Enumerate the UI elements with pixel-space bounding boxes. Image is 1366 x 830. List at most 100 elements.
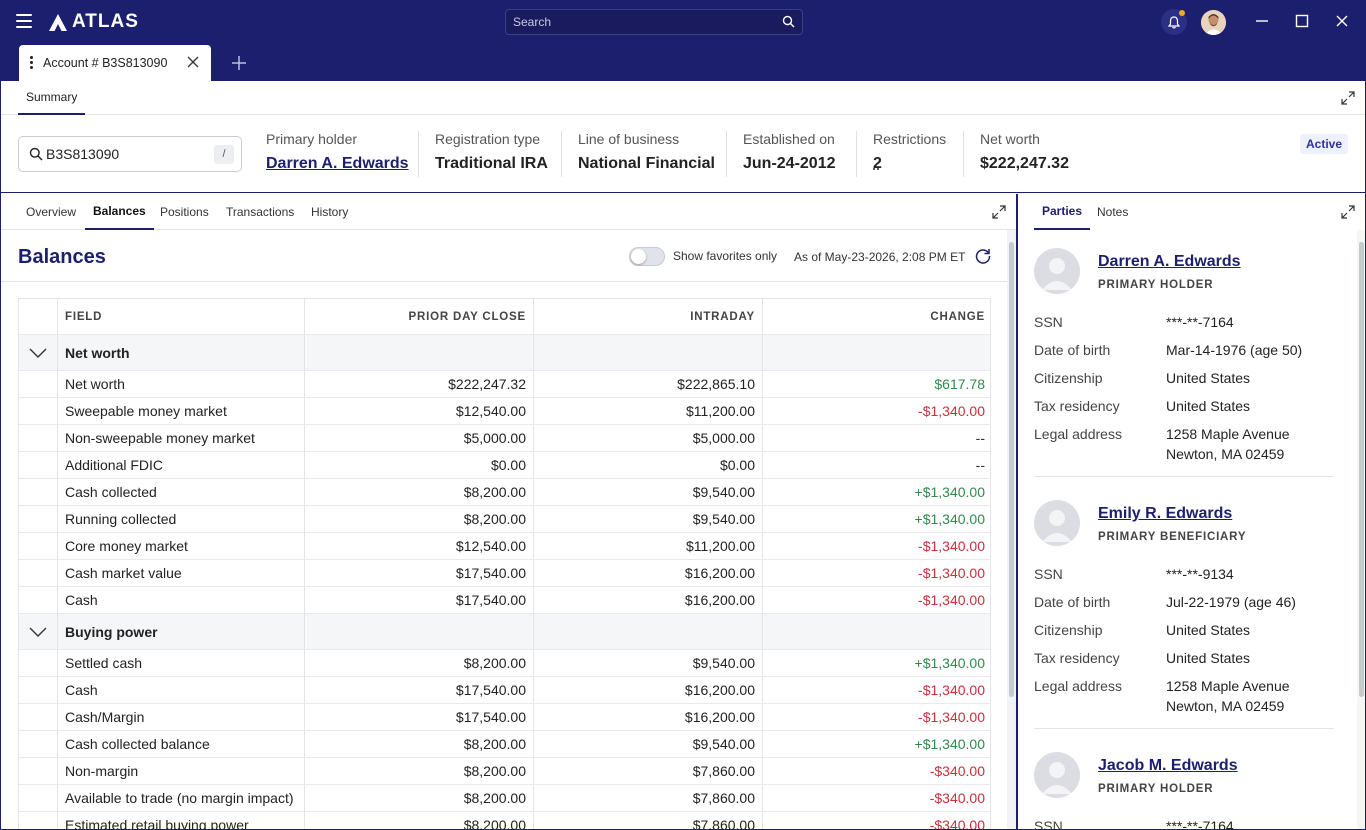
tab-account[interactable]: Account # B3S813090 [19, 45, 211, 81]
cell-intraday: $7,860.00 [534, 812, 763, 829]
table-row[interactable]: Net worth $222,247.32 $222,865.10 $617.78 [19, 371, 990, 398]
party-detail-label: SSN [1034, 314, 1063, 330]
cell-field: Available to trade (no margin impact) [58, 785, 305, 811]
table-row[interactable]: Settled cash $8,200.00 $9,540.00 +$1,340.00 [19, 650, 990, 677]
cell-intraday: $11,200.00 [534, 398, 763, 424]
table-row[interactable]: Cash/Margin $17,540.00 $16,200.00 -$1,340.0… [19, 704, 990, 731]
tab-summary[interactable]: Summary [18, 81, 86, 115]
tab-overview[interactable]: Overview [26, 205, 77, 219]
favorites-toggle[interactable] [629, 247, 665, 266]
field-established-on: Established on Jun-24-2012 [743, 131, 836, 172]
primary-holder-link[interactable]: Darren A. Edwards [266, 155, 409, 172]
tab-positions[interactable]: Positions [160, 205, 209, 219]
column-header-change[interactable]: CHANGE [930, 310, 985, 323]
chevron-down-icon[interactable] [19, 614, 58, 649]
cell-change: -- [975, 457, 985, 473]
table-group-row[interactable]: Net worth [19, 335, 990, 371]
divider [726, 131, 727, 177]
cell-field: Cash collected [58, 479, 305, 505]
restrictions-link[interactable]: 2 [873, 155, 882, 172]
cell-field: Running collected [58, 506, 305, 532]
bell-icon [1168, 15, 1180, 29]
scrollbar[interactable] [1357, 230, 1365, 829]
cell-prior-day-close: $8,200.00 [305, 812, 534, 829]
table-row[interactable]: Available to trade (no margin impact) $8,… [19, 785, 990, 812]
cell-prior-day-close: $8,200.00 [305, 650, 534, 676]
panel-divider[interactable] [1016, 194, 1018, 829]
table-row[interactable]: Additional FDIC $0.00 $0.00 -- [19, 452, 990, 479]
expand-icon[interactable] [992, 205, 1006, 219]
plus-icon[interactable] [231, 55, 247, 71]
tab-notes[interactable]: Notes [1097, 205, 1129, 219]
search-hotkey-badge: / [214, 145, 234, 164]
tab-history[interactable]: History [311, 205, 349, 219]
kebab-icon[interactable] [30, 56, 33, 71]
cell-prior-day-close: $5,000.00 [305, 425, 534, 451]
party-name-link[interactable]: Jacob M. Edwards [1098, 757, 1238, 774]
account-search-input[interactable] [46, 143, 216, 165]
hamburger-icon[interactable] [16, 14, 32, 28]
table-row[interactable]: Non-margin $8,200.00 $7,860.00 -$340.00 [19, 758, 990, 785]
global-search[interactable] [505, 9, 803, 35]
table-row[interactable]: Cash market value $17,540.00 $16,200.00 -$1… [19, 560, 990, 587]
expand-icon[interactable] [1341, 205, 1355, 219]
cell-prior-day-close: $17,540.00 [305, 560, 534, 586]
table-row[interactable]: Cash $17,540.00 $16,200.00 -$1,340.00 [19, 587, 990, 614]
column-header-intraday[interactable]: INTRADAY [534, 299, 763, 334]
cell-intraday: $16,200.00 [534, 677, 763, 703]
cell-change: +$1,340.00 [914, 655, 985, 671]
search-icon[interactable] [782, 15, 795, 28]
cell-prior-day-close: $12,540.00 [305, 398, 534, 424]
cell-intraday: $16,200.00 [534, 704, 763, 730]
cell-prior-day-close: $8,200.00 [305, 506, 534, 532]
party-detail-value: 1258 Maple Avenue Newton, MA 02459 [1166, 426, 1290, 462]
cell-prior-day-close: $8,200.00 [305, 785, 534, 811]
party-detail-value: ***-**-9134 [1166, 566, 1234, 582]
avatar[interactable] [1201, 10, 1226, 35]
column-header-field[interactable]: FIELD [58, 299, 305, 334]
cell-change: $617.78 [934, 376, 985, 392]
close-tab-icon[interactable] [187, 56, 199, 68]
account-header: / Primary holder Darren A. Edwards Regis… [1, 115, 1365, 193]
table-row[interactable]: Cash collected balance $8,200.00 $9,540.00… [19, 731, 990, 758]
chevron-down-icon[interactable] [19, 335, 58, 370]
party-detail-value: ***-**-7164 [1166, 314, 1234, 330]
table-row[interactable]: Core money market $12,540.00 $11,200.00 -$1… [19, 533, 990, 560]
party-role: PRIMARY HOLDER [1098, 783, 1214, 795]
refresh-icon[interactable] [974, 247, 992, 265]
atlas-logo-icon [49, 13, 67, 31]
field-restrictions: Restrictions 2 [873, 131, 947, 172]
global-search-input[interactable] [506, 10, 776, 34]
party-detail-value: United States [1166, 370, 1251, 386]
maximize-icon[interactable] [1293, 12, 1311, 30]
divider [1034, 728, 1334, 729]
minimize-icon[interactable] [1253, 12, 1271, 30]
tab-account-label: Account # B3S813090 [43, 56, 168, 70]
party-name-link[interactable]: Darren A. Edwards [1098, 253, 1241, 270]
party-avatar [1034, 752, 1080, 798]
tab-balances[interactable]: Balances [85, 194, 154, 230]
table-group-row[interactable]: Buying power [19, 614, 990, 650]
column-header-prior[interactable]: PRIOR DAY CLOSE [305, 299, 534, 334]
close-icon[interactable] [1333, 12, 1351, 30]
party-detail-value: Jul-22-1979 (age 46) [1166, 594, 1296, 610]
balances-panel: Overview Balances Positions Transactions… [1, 194, 1016, 830]
expand-icon[interactable] [1341, 91, 1355, 105]
notifications-button[interactable] [1161, 9, 1187, 35]
scrollbar[interactable] [1007, 230, 1016, 829]
balances-table: FIELD PRIOR DAY CLOSE INTRADAY CHANGE Ne… [18, 298, 991, 830]
table-row[interactable]: Cash $17,540.00 $16,200.00 -$1,340.00 [19, 677, 990, 704]
table-row[interactable]: Estimated retail buying power $8,200.00 $7… [19, 812, 990, 830]
tab-transactions[interactable]: Transactions [226, 205, 295, 219]
tab-parties[interactable]: Parties [1034, 194, 1091, 230]
table-row[interactable]: Non-sweepable money market $5,000.00 $5,00… [19, 425, 990, 452]
cell-change: +$1,340.00 [914, 511, 985, 527]
cell-change: -$340.00 [929, 817, 985, 830]
cell-prior-day-close: $222,247.32 [305, 371, 534, 397]
table-row[interactable]: Running collected $8,200.00 $9,540.00 +$1,3… [19, 506, 990, 533]
account-search[interactable]: / [18, 136, 242, 172]
table-row[interactable]: Sweepable money market $12,540.00 $11,200.… [19, 398, 990, 425]
party-name-link[interactable]: Emily R. Edwards [1098, 505, 1233, 522]
table-row[interactable]: Cash collected $8,200.00 $9,540.00 +$1,340.… [19, 479, 990, 506]
divider [1, 281, 1007, 282]
